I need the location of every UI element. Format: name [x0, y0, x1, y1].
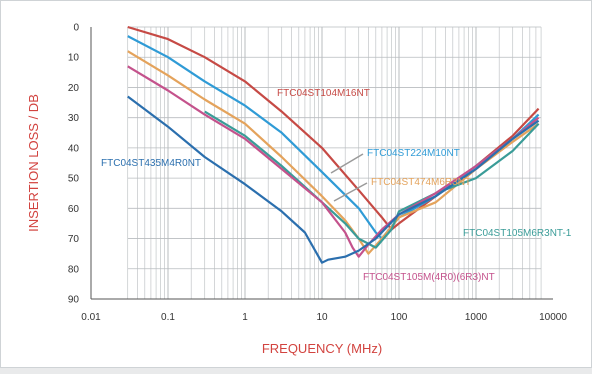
series-label: FTC04ST105M6R3NT-1: [463, 228, 572, 239]
y-tick-label: 0: [73, 23, 79, 34]
series-label: FTC04ST105M(4R0)(6R3)NT: [363, 272, 495, 283]
series-label: FTC04ST224M10NT: [367, 148, 460, 159]
series-label: FTC04ST474M6R3NT: [371, 177, 471, 188]
y-tick-label: 10: [68, 53, 80, 64]
x-tick-label: 0.1: [161, 312, 175, 323]
x-axis-label: FREQUENCY (MHz): [262, 341, 382, 356]
label-leader-arrow: [333, 182, 368, 202]
x-tick-label: 1000: [465, 312, 488, 323]
x-tick-label: 0.01: [81, 312, 101, 323]
x-tick-label: 10000: [539, 312, 567, 323]
series-line: [204, 110, 540, 249]
y-tick-label: 90: [68, 295, 80, 306]
y-tick-label: 40: [68, 143, 80, 154]
series-lines: [127, 25, 540, 264]
x-tick-label: 10: [316, 312, 328, 323]
tick-labels: 0.01 0.1 1 10 100 1000 10000 0 10 20 30 40 50 60 70 80 9…: [68, 23, 567, 324]
series-line: [127, 95, 540, 264]
series-label: FTC04ST104M16NT: [277, 88, 370, 99]
x-tick-label: 100: [391, 312, 408, 323]
y-tick-label: 30: [68, 113, 80, 124]
y-tick-label: 80: [68, 264, 80, 275]
x-tick-label: 1: [242, 312, 248, 323]
y-axis-label: INSERTION LOSS / DB: [26, 94, 41, 232]
y-tick-label: 50: [68, 174, 80, 185]
series-labels: FTC04ST104M16NT FTC04ST224M10NT FTC04ST474…: [101, 88, 572, 283]
axes: [90, 27, 553, 300]
series-label: FTC04ST435M4R0NT: [101, 158, 201, 169]
label-leader-arrow: [330, 153, 364, 174]
y-tick-label: 70: [68, 234, 80, 245]
y-tick-label: 20: [68, 83, 80, 94]
y-tick-label: 60: [68, 204, 80, 215]
